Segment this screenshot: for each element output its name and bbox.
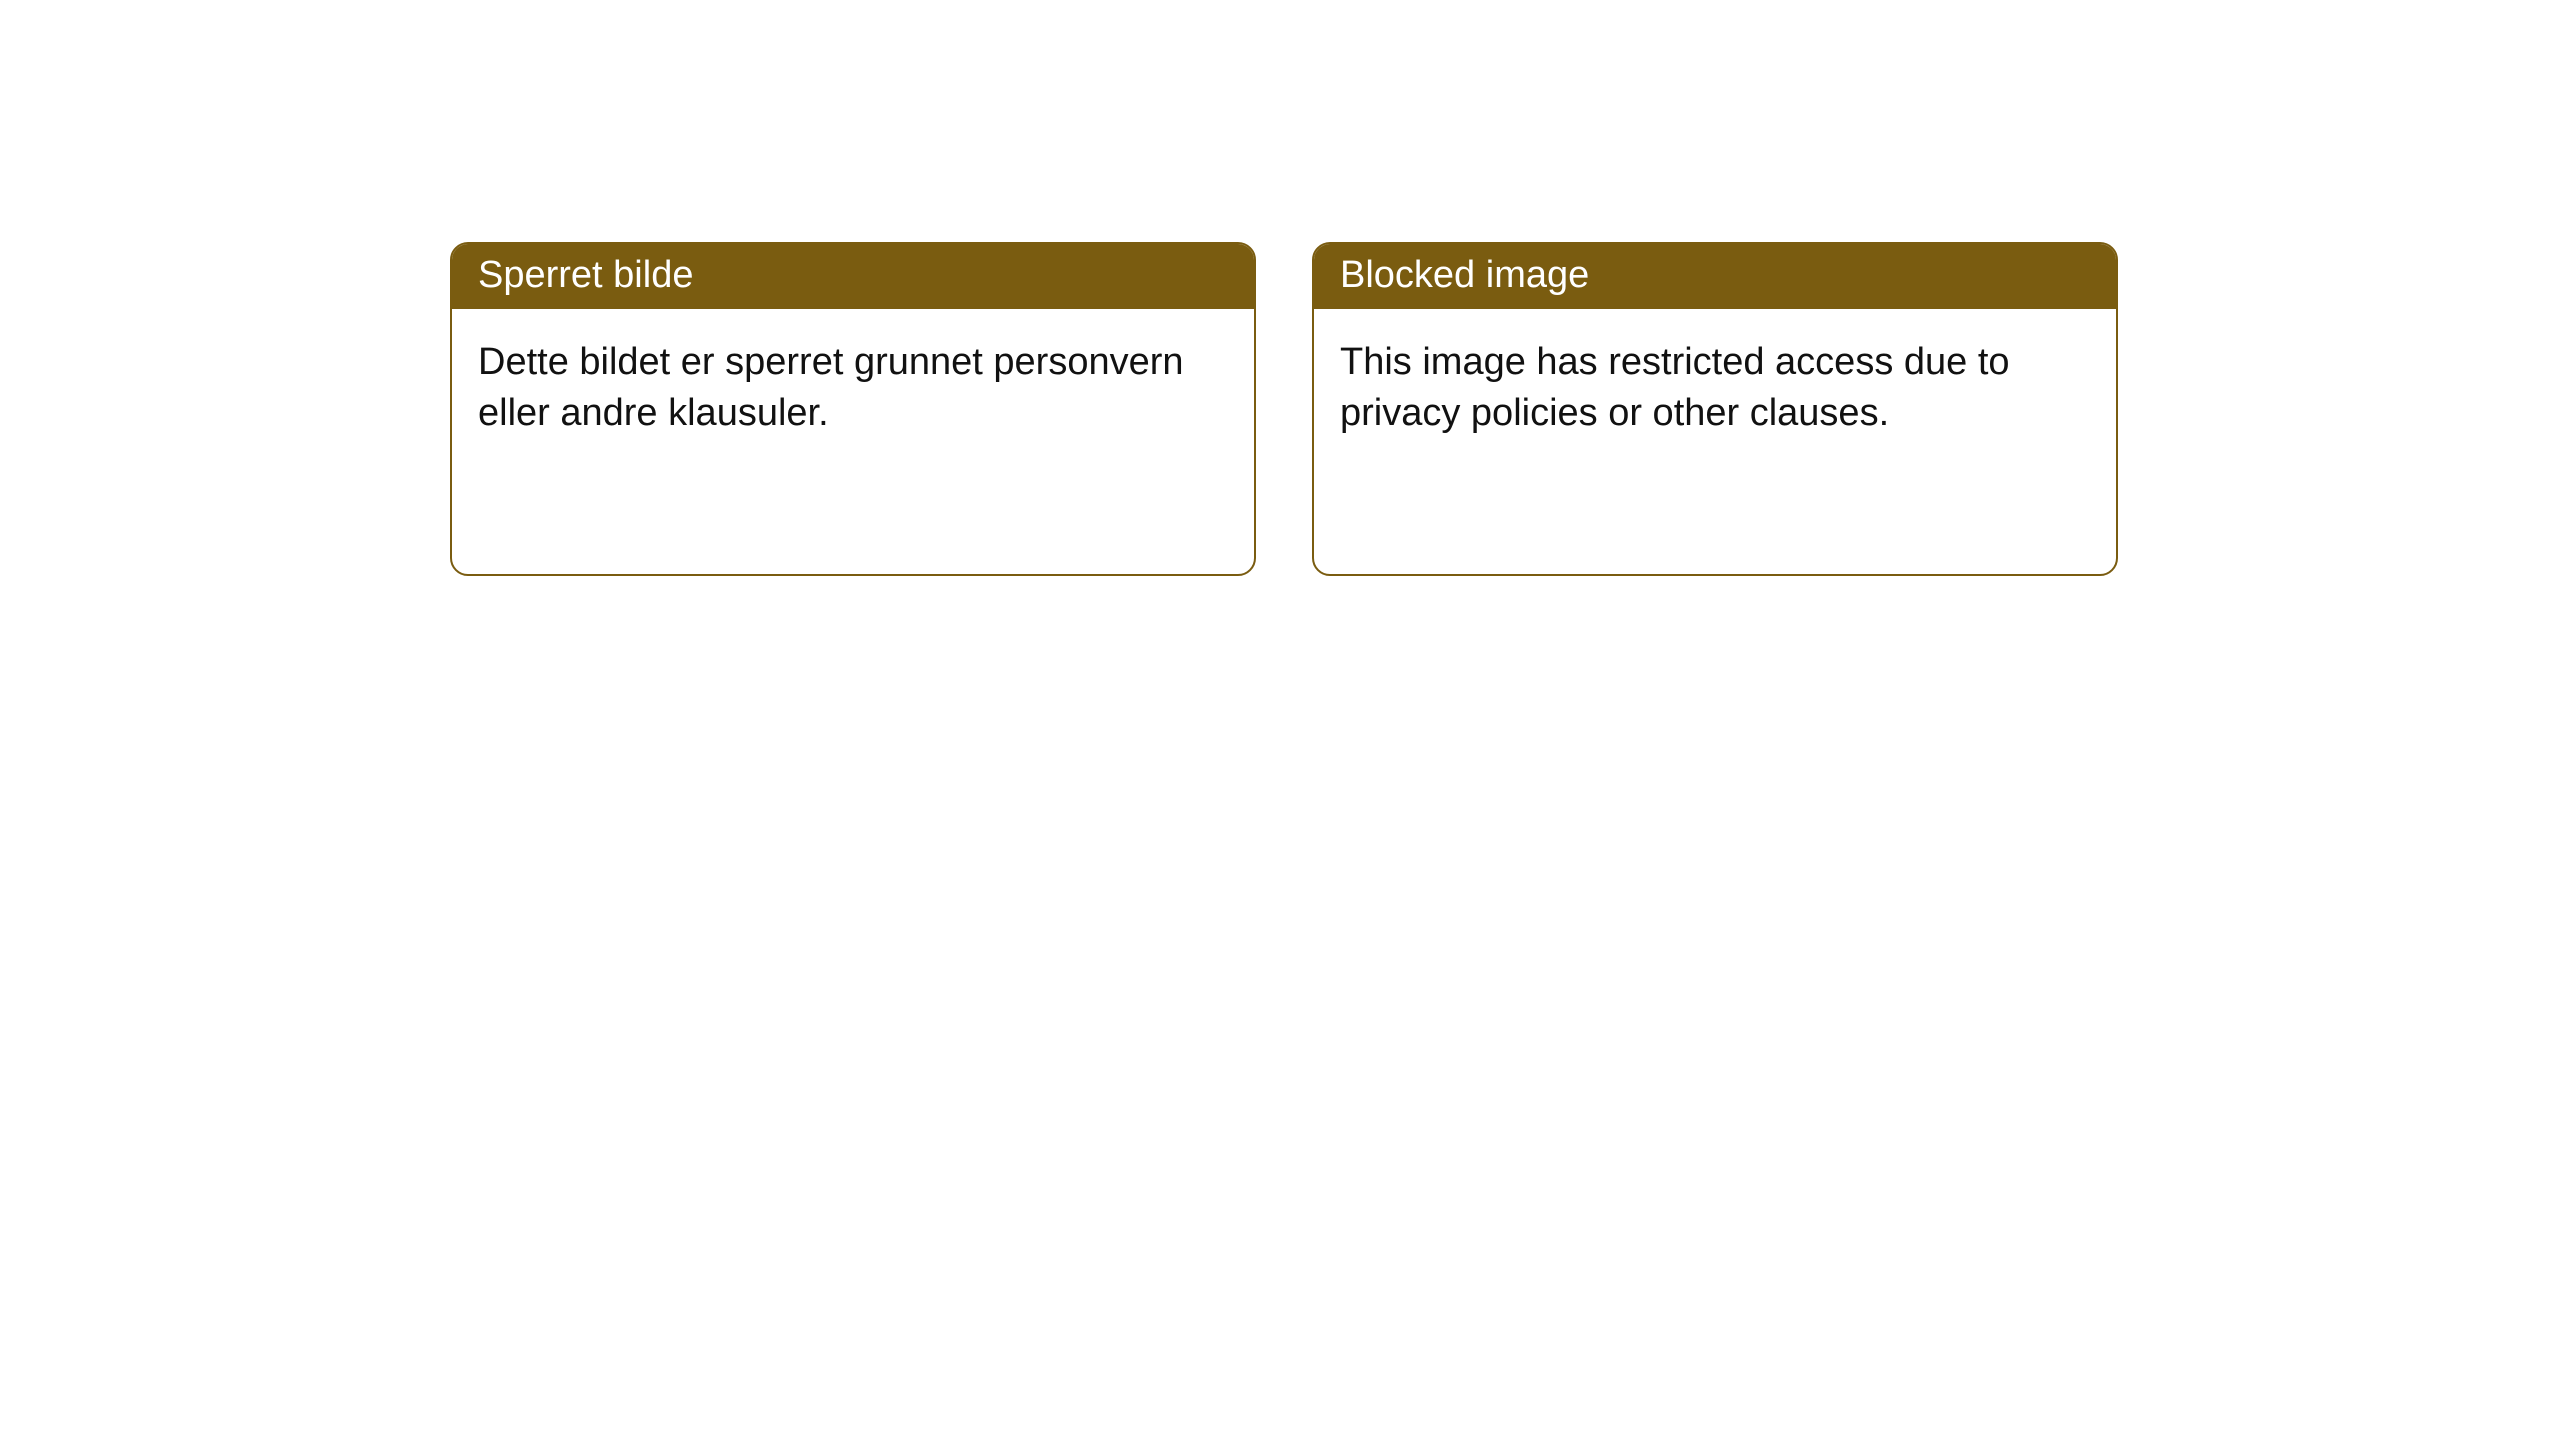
notice-card-english: Blocked image This image has restricted … — [1312, 242, 2118, 576]
notice-header: Blocked image — [1314, 244, 2116, 309]
notice-header: Sperret bilde — [452, 244, 1254, 309]
notice-body: Dette bildet er sperret grunnet personve… — [452, 309, 1254, 468]
notice-card-norwegian: Sperret bilde Dette bildet er sperret gr… — [450, 242, 1256, 576]
notice-body: This image has restricted access due to … — [1314, 309, 2116, 468]
notice-container: Sperret bilde Dette bildet er sperret gr… — [0, 0, 2560, 576]
